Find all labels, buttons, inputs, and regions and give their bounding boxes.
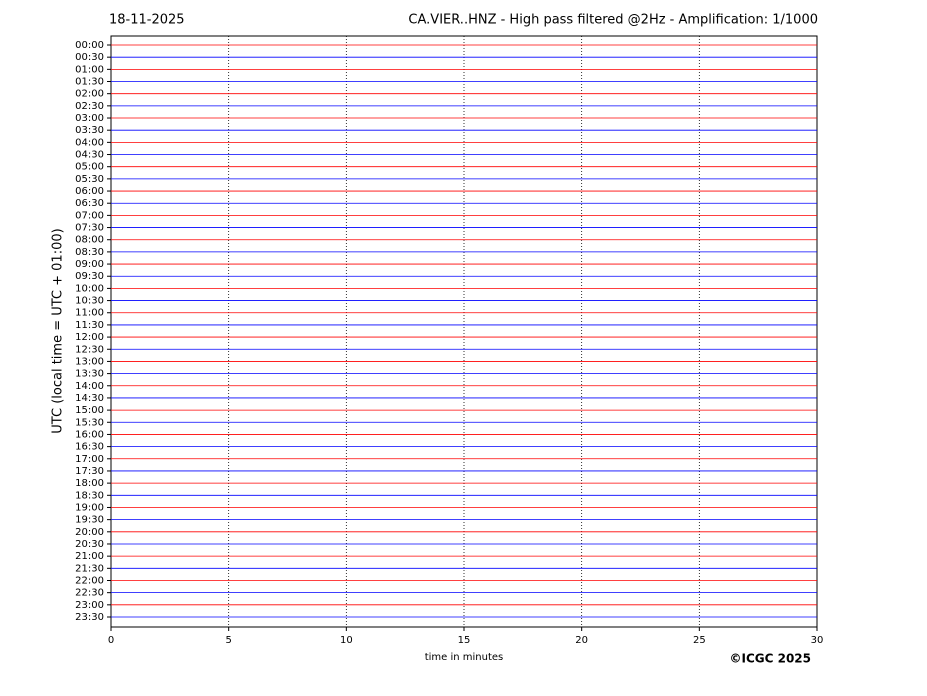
copyright: ©ICGC 2025 <box>729 652 811 666</box>
y-tick-label: 23:00 <box>75 600 104 611</box>
y-axis-label: UTC (local time = UTC + 01:00) <box>51 228 66 433</box>
y-tick-label: 02:00 <box>75 89 104 100</box>
y-tick-label: 12:00 <box>75 332 104 343</box>
y-tick-label: 19:30 <box>75 515 104 526</box>
y-tick-label: 16:30 <box>75 442 104 453</box>
y-tick-label: 08:30 <box>75 247 104 258</box>
chart-title: CA.VIER..HNZ - High pass filtered @2Hz -… <box>408 13 818 28</box>
date: 18-11-2025 <box>109 13 185 28</box>
y-tick-label: 21:30 <box>75 563 104 574</box>
plot-frame <box>110 35 818 628</box>
y-tick-label: 20:00 <box>75 527 104 538</box>
y-tick-label: 17:30 <box>75 466 104 477</box>
y-tick-label: 22:30 <box>75 588 104 599</box>
x-tick-label: 20 <box>575 635 588 646</box>
y-tick-label: 09:00 <box>75 259 104 270</box>
y-tick-label: 22:00 <box>75 575 104 586</box>
x-axis-label: time in minutes <box>425 652 504 663</box>
y-tick-label: 01:30 <box>75 77 104 88</box>
y-tick-label: 16:00 <box>75 429 104 440</box>
y-tick-label: 03:00 <box>75 113 104 124</box>
x-tick-label: 15 <box>458 635 471 646</box>
x-tick-label: 25 <box>693 635 706 646</box>
x-tick-label: 10 <box>340 635 353 646</box>
y-tick-label: 17:00 <box>75 454 104 465</box>
y-tick-label: 00:00 <box>75 40 104 51</box>
y-tick-label: 23:30 <box>75 612 104 623</box>
y-tick-label: 13:00 <box>75 356 104 367</box>
y-tick-label: 15:00 <box>75 405 104 416</box>
y-tick-label: 05:30 <box>75 174 104 185</box>
x-tick-label: 5 <box>225 635 231 646</box>
y-tick-label: 12:30 <box>75 344 104 355</box>
y-tick-label: 18:00 <box>75 478 104 489</box>
y-tick-label: 07:00 <box>75 210 104 221</box>
y-tick-label: 15:30 <box>75 417 104 428</box>
y-tick-label: 14:30 <box>75 393 104 404</box>
y-tick-label: 00:30 <box>75 52 104 63</box>
y-tick-label: 19:00 <box>75 502 104 513</box>
y-tick-label: 05:00 <box>75 162 104 173</box>
y-tick-label: 04:00 <box>75 137 104 148</box>
y-tick-label: 13:30 <box>75 369 104 380</box>
y-tick-label: 04:30 <box>75 150 104 161</box>
y-tick-label: 11:00 <box>75 308 104 319</box>
y-tick-label: 02:30 <box>75 101 104 112</box>
y-tick-label: 10:00 <box>75 283 104 294</box>
y-tick-label: 09:30 <box>75 271 104 282</box>
y-tick-label: 18:30 <box>75 490 104 501</box>
y-tick-label: 07:30 <box>75 223 104 234</box>
y-tick-label: 01:00 <box>75 64 104 75</box>
y-tick-label: 06:00 <box>75 186 104 197</box>
y-tick-label: 11:30 <box>75 320 104 331</box>
y-tick-label: 20:30 <box>75 539 104 550</box>
y-tick-label: 14:00 <box>75 381 104 392</box>
y-tick-label: 10:30 <box>75 296 104 307</box>
y-tick-label: 03:30 <box>75 125 104 136</box>
y-tick-label: 21:00 <box>75 551 104 562</box>
y-tick-label: 08:00 <box>75 235 104 246</box>
x-tick-label: 0 <box>108 635 114 646</box>
x-tick-label: 30 <box>811 635 824 646</box>
y-tick-label: 06:30 <box>75 198 104 209</box>
